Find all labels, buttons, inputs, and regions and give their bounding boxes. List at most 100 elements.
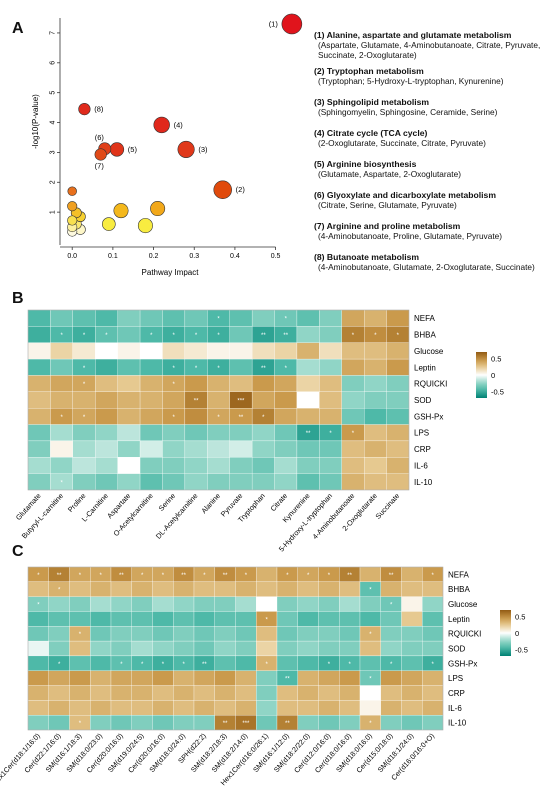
heatmap-c-significance-mark: * [369, 632, 372, 638]
heatmap-c-row-label: NEFA [448, 570, 470, 579]
heatmap-c-colorbar-tick: -0.5 [515, 645, 528, 654]
heatmap-c-cell [69, 611, 91, 627]
legend-detail: (4-Aminobutanoate, Proline, Glutamate, P… [318, 231, 503, 242]
heatmap-c-significance-mark: * [141, 573, 144, 579]
heatmap-b-significance-mark: * [352, 333, 355, 339]
y-axis-title-a: -log10(P-value) [31, 94, 40, 149]
heatmap-c-significance-mark: * [99, 573, 102, 579]
heatmap-c-significance-mark: ** [285, 677, 290, 683]
heatmap-c-cell [276, 655, 298, 671]
heatmap-b-cell [72, 440, 96, 458]
heatmap-b-cell [139, 391, 163, 409]
heatmap-b-cell [319, 326, 342, 343]
heatmap-b-cell [364, 309, 387, 327]
heatmap-c-cell [131, 700, 153, 716]
heatmap-b-significance-mark: *** [237, 399, 245, 405]
heatmap-b-cell [95, 342, 118, 360]
heatmap-b-cell [27, 473, 51, 491]
heatmap-c-cell [276, 611, 298, 627]
heatmap-b-cell [184, 457, 208, 474]
heatmap-b-cell [139, 424, 163, 442]
x-axis-title-a: Pathway Impact [142, 268, 200, 277]
heatmap-c-cell [110, 581, 132, 597]
heatmap-c-significance-mark: * [369, 588, 372, 594]
heatmap-c-cell [422, 715, 444, 731]
heatmap-b-significance-mark: * [83, 333, 86, 339]
heatmap-b-cell [117, 473, 141, 491]
heatmap-b-significance-mark: * [195, 366, 198, 372]
heatmap-b-cell [50, 424, 73, 442]
heatmap-b-cell [117, 424, 141, 442]
point-label: (4) [174, 120, 184, 129]
heatmap-b-column-label: Proline [66, 491, 88, 514]
heatmap-c-cell [173, 611, 195, 627]
heatmap-b-row-label: IL-6 [414, 461, 428, 470]
heatmap-c-cell [173, 581, 195, 597]
y-tick-label-a: 1 [50, 210, 57, 214]
heatmap-c-significance-mark: * [141, 662, 144, 668]
heatmap-b-cell [50, 457, 73, 474]
heatmap-c-cell [69, 640, 91, 657]
heatmap-c-cell [173, 596, 195, 612]
heatmap-b-cell [296, 473, 320, 491]
heatmap-b-cell [386, 358, 410, 376]
heatmap-b-column-label: Serine [157, 491, 178, 512]
heatmap-c-cell [235, 626, 257, 642]
heatmap-b-column-label: Butyryl-L-carnitine [20, 491, 65, 540]
heatmap-c-cell [256, 670, 278, 686]
heatmap-c-cell [297, 611, 319, 627]
heatmap-b-cell [95, 391, 118, 409]
heatmap-c-significance-mark: ** [285, 721, 290, 727]
heatmap-b-cell [364, 440, 387, 458]
heatmap-c-cell [401, 700, 423, 716]
heatmap-b-row-label: GSH-Px [414, 412, 443, 421]
heatmap-c-cell [276, 640, 298, 657]
heatmap-b-cell [27, 391, 51, 409]
heatmap-b-cell [50, 375, 73, 392]
heatmap-c-row-label: GSH-Px [448, 659, 477, 668]
point-label: (7) [95, 161, 105, 170]
heatmap-c-cell [110, 626, 132, 642]
heatmap-b-cell [72, 473, 96, 491]
heatmap-c-significance-mark: * [37, 573, 40, 579]
heatmap-c-cell [193, 700, 215, 716]
heatmap-c-cell [110, 715, 132, 731]
heatmap-b-cell [95, 424, 118, 442]
heatmap-b-cell [274, 391, 298, 409]
heatmap-c-cell [422, 685, 444, 701]
panel-letter-b: B [12, 290, 24, 307]
legend-detail: (Aspartate, Glutamate, 4-Aminobutanoate,… [318, 40, 541, 61]
heatmap-c-cell [380, 581, 402, 597]
heatmap-c-significance-mark: * [120, 662, 123, 668]
heatmap-c-cell [90, 715, 112, 731]
heatmap-b-cell [319, 440, 342, 458]
heatmap-c-cell [48, 670, 70, 686]
x-tick-label-a: 0.2 [149, 253, 159, 260]
heatmap-b-significance-mark: ** [239, 415, 244, 421]
heatmap-c-significance-mark: * [58, 662, 61, 668]
heatmap-c-cell [297, 700, 319, 716]
heatmap-c-cell [214, 640, 236, 657]
heatmap-b-cell [319, 309, 342, 327]
heatmap-b-cell [319, 342, 342, 360]
heatmap-c-significance-mark: ** [223, 573, 228, 579]
heatmap-c-cell [69, 596, 91, 612]
legend-detail: (Citrate, Serine, Glutamate, Pyruvate) [318, 200, 457, 211]
heatmap-c-cell [318, 670, 340, 686]
heatmap-b-significance-mark: * [352, 431, 355, 437]
heatmap-b-cell [274, 473, 298, 491]
heatmap-c-cell [422, 611, 444, 627]
heatmap-b-cell [386, 309, 410, 327]
heatmap-b-cell [184, 342, 208, 360]
panel-letter-a: A [12, 20, 24, 37]
heatmap-b-cell [184, 408, 208, 425]
heatmap-b-cell [162, 424, 186, 442]
heatmap-b-cell [364, 424, 387, 442]
legend-title: (2) Tryptophan metabolism [314, 66, 424, 76]
heatmap-c-significance-mark: * [79, 573, 82, 579]
heatmap-b-cell [72, 457, 96, 474]
heatmap-c-cell [359, 685, 381, 701]
heatmap-c-cell [318, 700, 340, 716]
heatmap-c-cell [256, 581, 278, 597]
legend-title: (3) Sphingolipid metabolism [314, 97, 430, 107]
